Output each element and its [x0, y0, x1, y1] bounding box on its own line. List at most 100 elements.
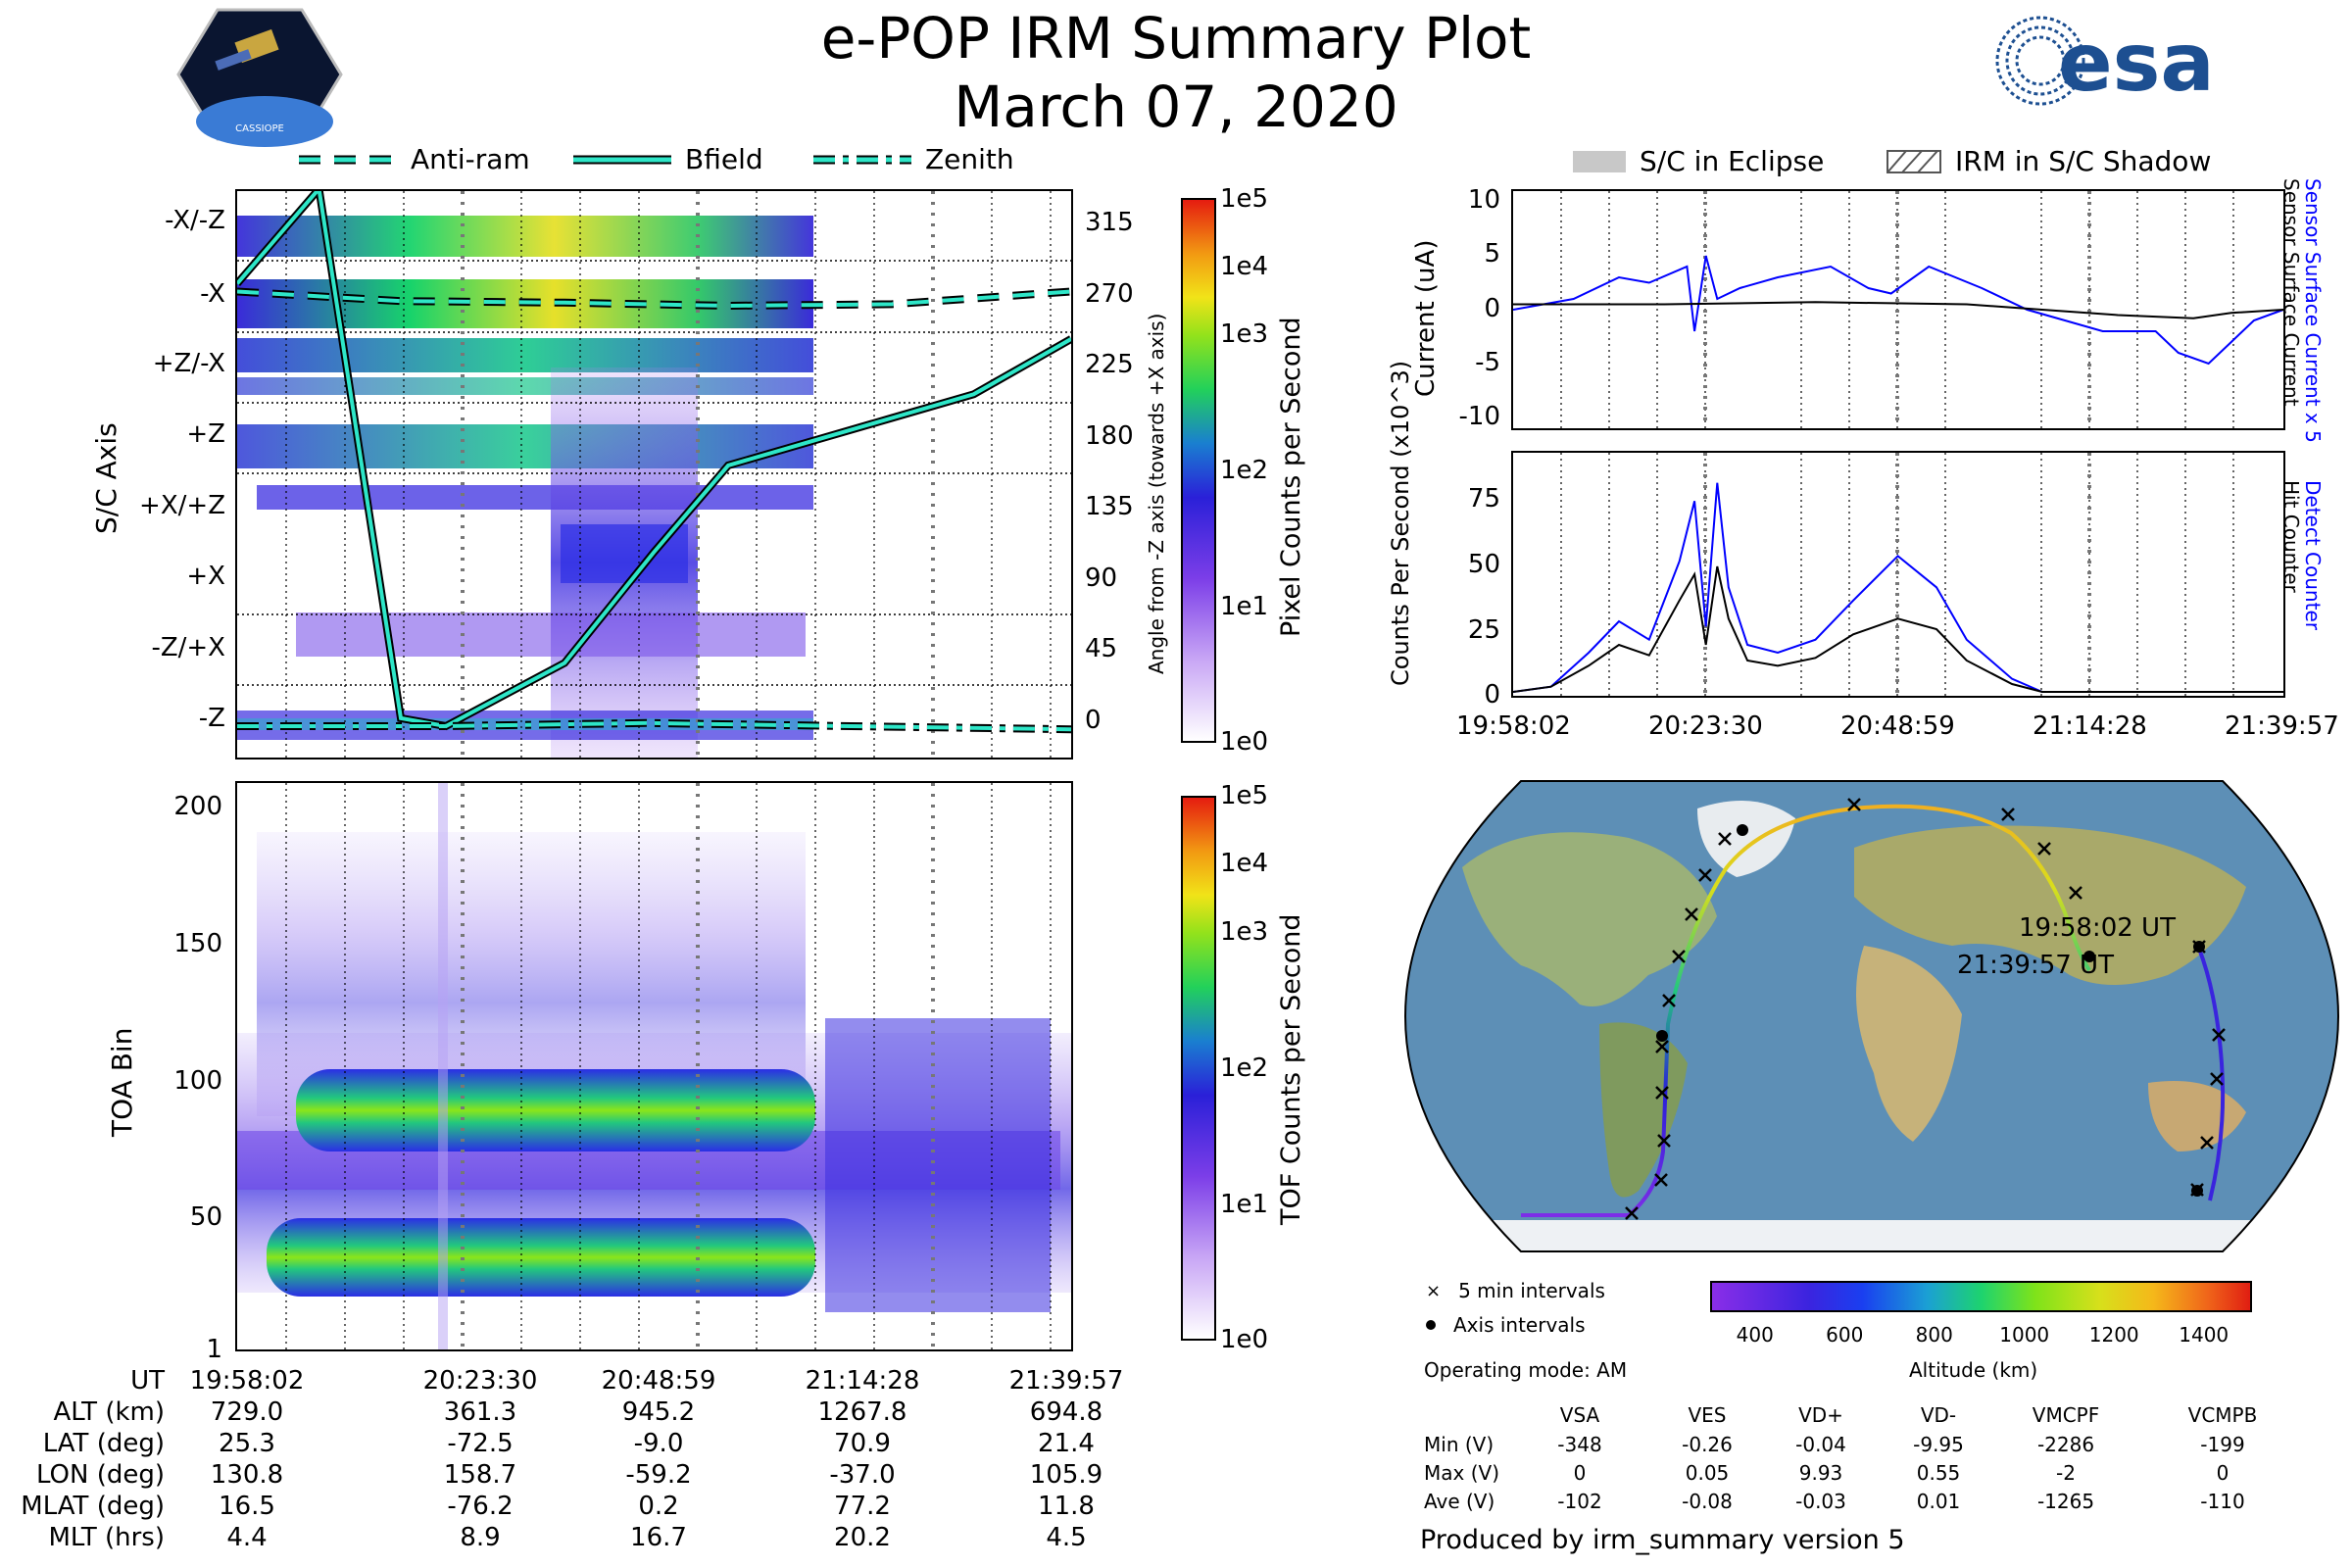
ephemeris-cell: 21.4	[1038, 1429, 1095, 1458]
legend-shadow: IRM in S/C Shadow	[1886, 145, 2211, 177]
voltage-row-label: Min (V)	[1424, 1433, 1494, 1456]
pixel-colorbar-tick-5: 1e0	[1220, 727, 1269, 757]
ephemeris-cell: 70.9	[834, 1429, 891, 1458]
tof-colorbar-tick-0: 1e5	[1220, 781, 1269, 810]
footer-version: Produced by irm_summary version 5	[1420, 1525, 1905, 1555]
voltage-cell: -0.04	[1795, 1433, 1846, 1456]
voltage-cell: -0.26	[1682, 1433, 1733, 1456]
ephemeris-cell: -76.2	[447, 1492, 514, 1521]
ephemeris-cell: 158.7	[443, 1460, 517, 1490]
ephemeris-cell: 4.4	[226, 1523, 268, 1552]
esa-logo: esa	[1989, 12, 2274, 110]
toa-tick-200: 200	[173, 792, 222, 821]
tof-colorbar-tick-3: 1e2	[1220, 1054, 1269, 1083]
current-line-0	[1513, 255, 2283, 366]
map-legend-5min: × 5 min intervals	[1426, 1279, 1605, 1302]
voltage-header: VMCPF	[2032, 1403, 2100, 1427]
ephemeris-cell: -37.0	[829, 1460, 896, 1490]
voltage-header: VCMPB	[2187, 1403, 2258, 1427]
pixel-colorbar-tick-4: 1e1	[1220, 592, 1269, 621]
pixel-colorbar-label: Pixel Counts per Second	[1276, 317, 1306, 637]
toa-heatmap	[237, 783, 1071, 1349]
legend-shadow-label: IRM in S/C Shadow	[1955, 145, 2212, 177]
current-tick-5: 5	[1484, 239, 1500, 269]
voltage-cell: -110	[2200, 1490, 2245, 1513]
sc-axis-cat-1: -X	[200, 279, 225, 309]
ephemeris-cell: 361.3	[443, 1397, 517, 1427]
ephemeris-cell: 21:39:57	[1008, 1366, 1124, 1396]
toa-tick-150: 150	[173, 929, 222, 958]
ephemeris-cell: -9.0	[633, 1429, 684, 1458]
sc-axis-angle-90: 90	[1085, 564, 1118, 593]
map-legend-axis-label: Axis intervals	[1453, 1313, 1586, 1337]
counts-line-0	[1513, 482, 2283, 693]
toa-ylabel: TOA Bin	[106, 1027, 138, 1137]
counts-tick-0: 0	[1484, 680, 1500, 710]
sc-axis-angle-45: 45	[1085, 634, 1118, 663]
esa-logo-text: esa	[2058, 17, 2215, 110]
counts-line-1	[1513, 565, 2283, 693]
altitude-colorbar	[1710, 1281, 2252, 1312]
altitude-tick: 1200	[2088, 1323, 2139, 1347]
ephemeris-cell: 20:23:30	[422, 1366, 538, 1396]
ephemeris-cell: -59.2	[625, 1460, 692, 1490]
counts-xtick-4: 21:39:57	[2225, 711, 2339, 741]
legend-anti-ram: Anti-ram	[299, 143, 530, 175]
voltage-cell: -102	[1557, 1490, 1602, 1513]
legend-bfield: Bfield	[573, 143, 763, 175]
altitude-colorbar-label: Altitude (km)	[1909, 1358, 2038, 1382]
pixel-colorbar-tick-3: 1e2	[1220, 456, 1269, 485]
voltage-cell: 0	[2216, 1461, 2230, 1485]
counts-tick-75: 75	[1467, 484, 1500, 514]
ephemeris-cell: 21:14:28	[805, 1366, 920, 1396]
voltage-header: VD+	[1798, 1403, 1843, 1427]
sc-axis-cat-4: +X/+Z	[139, 491, 225, 520]
ephemeris-cell: 19:58:02	[189, 1366, 305, 1396]
altitude-tick: 600	[1826, 1323, 1864, 1347]
tof-colorbar	[1181, 796, 1216, 1341]
voltage-header: VES	[1688, 1403, 1727, 1427]
operating-mode: Operating mode: AM	[1424, 1358, 1628, 1382]
sc-axis-right-label: Angle from -Z axis (towards +X axis)	[1145, 313, 1168, 674]
sc-axis-line-zenith	[237, 720, 1071, 732]
current-plot	[1513, 191, 2283, 428]
sc-axis-cat-0: -X/-Z	[165, 206, 225, 235]
sc-axis-panel	[235, 189, 1073, 760]
ephemeris-row-label: UT	[130, 1366, 165, 1396]
current-ylabel: Current (uA)	[1411, 239, 1441, 397]
counts-xtick-2: 20:48:59	[1840, 711, 1955, 741]
toa-tick-1: 1	[206, 1335, 222, 1364]
x-marker-icon: ×	[1426, 1280, 1442, 1301]
voltage-cell: -0.08	[1682, 1490, 1733, 1513]
page-title: e-POP IRM Summary Plot	[820, 5, 1532, 72]
pixel-colorbar-tick-0: 1e5	[1220, 184, 1269, 214]
sc-axis-heatmap	[237, 191, 1071, 758]
ephemeris-row-label: MLT (hrs)	[48, 1523, 166, 1552]
current-line-1	[1513, 301, 2283, 319]
toa-tick-100: 100	[173, 1066, 222, 1096]
voltage-cell: -1265	[2036, 1490, 2095, 1513]
counts-xtick-3: 21:14:28	[2033, 711, 2147, 741]
map-label-start: 19:58:02 UT	[2019, 913, 2176, 943]
pixel-colorbar-tick-2: 1e3	[1220, 319, 1269, 349]
sc-axis-cat-5: +X	[186, 562, 225, 591]
ephemeris-cell: 77.2	[834, 1492, 891, 1521]
sc-axis-angle-0: 0	[1085, 706, 1102, 735]
ephemeris-cell: 130.8	[210, 1460, 284, 1490]
current-right-label-black: Sensor Surface Current	[2279, 178, 2303, 407]
counts-right-label-black: Hit Counter	[2279, 480, 2303, 593]
altitude-tick: 400	[1736, 1323, 1774, 1347]
voltage-cell: 0.01	[1916, 1490, 1961, 1513]
sc-axis-cat-3: +Z	[186, 419, 225, 449]
orbit-map	[1403, 779, 2340, 1253]
map-legend-5min-label: 5 min intervals	[1458, 1279, 1605, 1302]
altitude-tick: 800	[1915, 1323, 1953, 1347]
voltage-cell: -199	[2200, 1433, 2245, 1456]
voltage-row-label: Max (V)	[1424, 1461, 1499, 1485]
altitude-tick: 1400	[2179, 1323, 2230, 1347]
current-right-label-blue: Sensor Surface Current x 5	[2301, 178, 2325, 443]
ephemeris-cell: 16.5	[219, 1492, 275, 1521]
legend-zenith: Zenith	[813, 143, 1014, 175]
sc-axis-cat-6: -Z/+X	[151, 633, 225, 662]
voltage-cell: 0.55	[1916, 1461, 1961, 1485]
